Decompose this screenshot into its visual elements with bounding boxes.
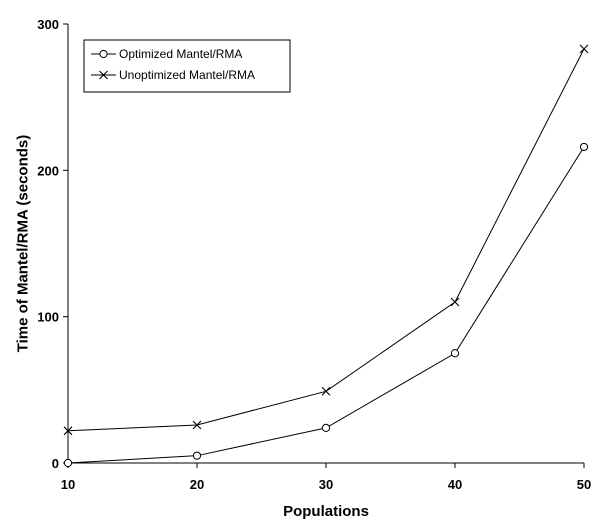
legend-marker — [99, 70, 108, 80]
series-line — [67, 146, 585, 464]
data-point — [579, 44, 589, 54]
series-x — [63, 44, 589, 436]
legend-box — [83, 39, 291, 93]
series-line — [67, 48, 585, 432]
x-tick-label: 50 — [577, 477, 591, 492]
data-point — [321, 386, 331, 396]
y-axis-title: Time of Mantel/RMA (seconds) — [14, 135, 31, 353]
data-point — [450, 297, 460, 307]
y-tick-label: 300 — [37, 17, 59, 32]
series-circle — [63, 142, 589, 468]
x-axis-title: Populations — [283, 503, 369, 520]
legend-entry: Optimized Mantel/RMA — [91, 47, 242, 61]
data-point — [321, 423, 331, 432]
series-layer — [63, 44, 589, 468]
data-point — [63, 426, 73, 436]
data-point — [192, 451, 202, 460]
data-point — [450, 349, 460, 358]
y-tick-label: 200 — [37, 163, 59, 178]
legend: Optimized Mantel/RMA Unoptimized Mantel/R… — [83, 39, 291, 93]
data-point — [579, 142, 589, 152]
legend-label: Unoptimized Mantel/RMA — [119, 68, 255, 82]
x-axis-ticks: 10 20 30 40 50 — [61, 463, 591, 492]
legend-items: Optimized Mantel/RMA Unoptimized Mantel/R… — [91, 47, 255, 82]
x-tick-label: 30 — [319, 477, 333, 492]
data-point — [63, 458, 73, 468]
y-tick-label: 0 — [52, 456, 59, 471]
y-axis-ticks: 0 100 200 300 — [37, 17, 68, 471]
x-tick-label: 10 — [61, 477, 75, 492]
legend-entry: Unoptimized Mantel/RMA — [91, 68, 255, 82]
legend-marker — [99, 49, 108, 59]
x-tick-label: 40 — [448, 477, 462, 492]
x-tick-label: 20 — [190, 477, 204, 492]
data-point — [192, 420, 202, 430]
legend-label: Optimized Mantel/RMA — [119, 47, 242, 61]
y-tick-label: 100 — [37, 310, 59, 325]
